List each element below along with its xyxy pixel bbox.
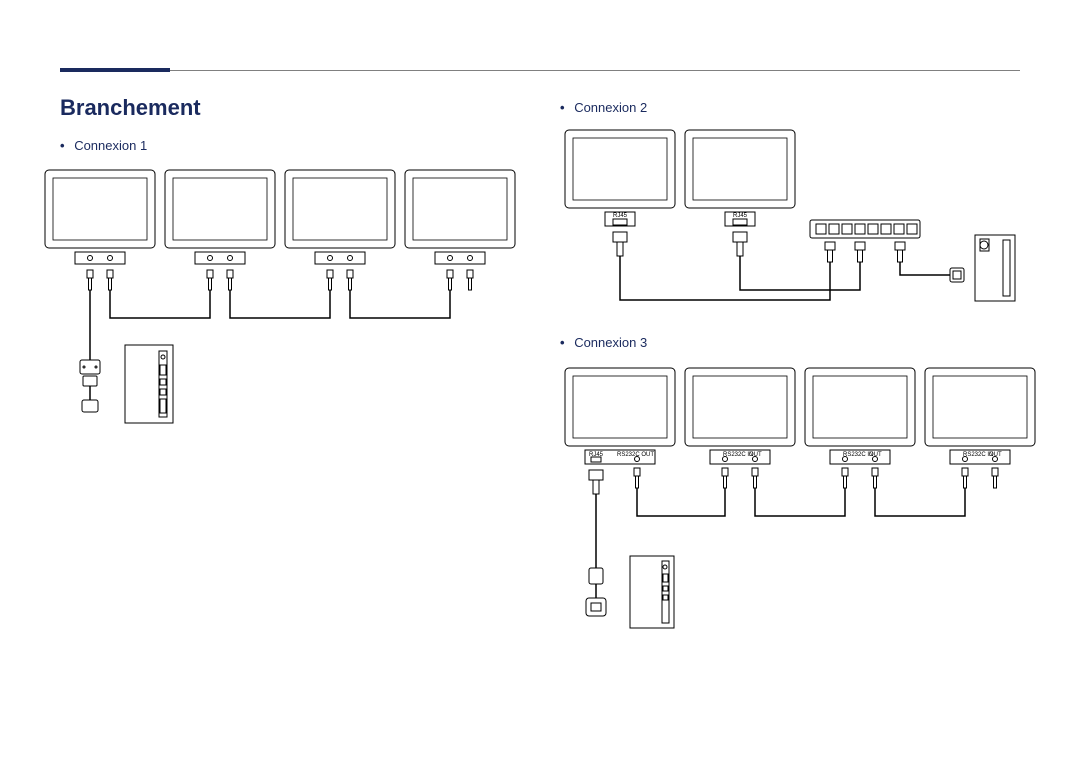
header-rule-accent — [60, 68, 170, 72]
cable — [755, 488, 845, 516]
header-rule — [60, 70, 1020, 71]
monitor — [405, 170, 515, 264]
section-text: Connexion 1 — [74, 138, 147, 153]
cable — [230, 290, 330, 318]
section-label-c1: • Connexion 1 — [60, 138, 147, 153]
cable — [110, 290, 210, 318]
cable — [620, 256, 830, 300]
network-switch-icon — [810, 220, 920, 238]
monitor: RS232C IN OUT — [685, 368, 795, 464]
monitor — [165, 170, 275, 264]
cable — [900, 262, 950, 275]
diagram-c1 — [35, 160, 535, 440]
port-label: RJ45 — [613, 213, 628, 219]
page-title: Branchement — [60, 95, 201, 121]
port-label: RJ45 — [733, 213, 748, 219]
port-label: OUT — [989, 452, 1002, 458]
bullet-icon: • — [560, 335, 565, 350]
pc-tower-icon — [125, 345, 173, 423]
bullet-icon: • — [60, 138, 65, 153]
section-label-c2: • Connexion 2 — [560, 100, 647, 115]
diagram-c3: RJ45 RS232C OUT RS232C IN OUT RS232C IN … — [555, 358, 1055, 658]
cable — [637, 488, 725, 516]
cable — [740, 256, 860, 290]
section-text: Connexion 3 — [574, 335, 647, 350]
cable — [350, 290, 450, 318]
monitor-row — [45, 170, 515, 264]
pc-tower-icon — [975, 235, 1015, 301]
monitor: RJ45 — [685, 130, 795, 226]
monitor — [285, 170, 395, 264]
diagram-c2: RJ45 RJ45 — [555, 120, 1035, 330]
serial-dongle-icon — [80, 360, 100, 412]
section-text: Connexion 2 — [574, 100, 647, 115]
cable — [875, 488, 965, 516]
rj45-dongle-icon — [586, 568, 606, 616]
monitor: RJ45 RS232C OUT — [565, 368, 675, 464]
jack-row — [87, 270, 473, 290]
section-label-c3: • Connexion 3 — [560, 335, 647, 350]
bullet-icon: • — [560, 100, 565, 115]
monitor: RJ45 — [565, 130, 675, 226]
port-label: OUT — [869, 452, 882, 458]
monitor: RS232C IN OUT — [805, 368, 915, 464]
monitor: RS232C IN OUT — [925, 368, 1035, 464]
port-label: OUT — [749, 452, 762, 458]
monitor — [45, 170, 155, 264]
pc-tower-icon — [630, 556, 674, 628]
